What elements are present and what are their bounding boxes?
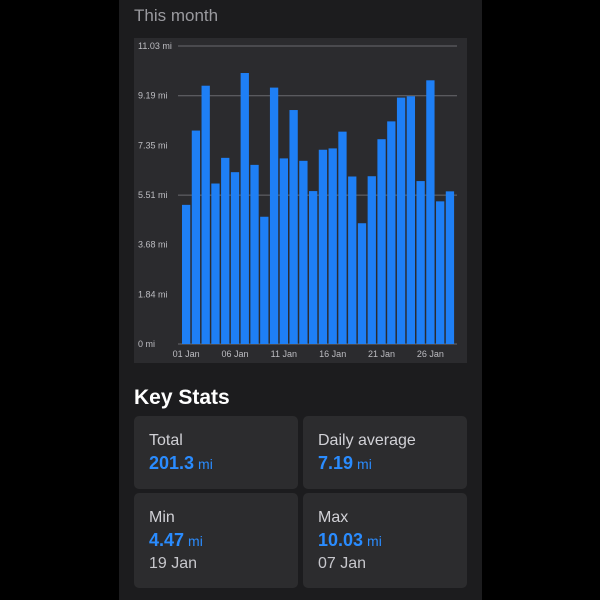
bar-14: [309, 191, 318, 344]
max-card: Max 10.03 mi 07 Jan: [303, 493, 467, 588]
y-tick-label: 11.03 mi: [138, 41, 172, 51]
daily-average-unit: mi: [357, 456, 372, 472]
bar-25: [416, 181, 425, 344]
bar-28: [445, 191, 455, 344]
y-tick-label: 3.68 mi: [138, 240, 168, 250]
y-tick-label: 5.51 mi: [138, 190, 168, 200]
min-date: 19 Jan: [149, 555, 198, 572]
bar-3: [201, 85, 210, 344]
y-tick-label: 1.84 mi: [138, 289, 168, 299]
section-title: This month: [134, 6, 219, 25]
min-unit: mi: [188, 533, 203, 549]
max-value: 10.03 mi: [318, 530, 382, 551]
bar-5: [221, 157, 230, 344]
bar-26: [426, 80, 435, 344]
bar-19: [357, 223, 367, 344]
x-tick-label: 21 Jan: [368, 349, 395, 359]
daily-average-label: Daily average: [318, 432, 416, 449]
x-tick-label: 01 Jan: [173, 349, 200, 359]
total-number: 201.3: [149, 453, 195, 473]
key-stats-title: Key Stats: [134, 386, 230, 409]
bar-11: [279, 158, 288, 344]
total-value: 201.3 mi: [149, 453, 213, 474]
max-number: 10.03: [318, 530, 364, 550]
y-tick-label: 0 mi: [138, 339, 155, 349]
total-card: Total 201.3 mi: [134, 416, 298, 489]
bar-10: [269, 87, 279, 344]
monthly-distance-chart: 0 mi 1.84 mi 3.68 mi 5.51 mi 7.35 mi 9.19 mi 1…: [134, 38, 467, 363]
y-tick-label: 7.35 mi: [138, 140, 168, 150]
max-date: 07 Jan: [318, 555, 367, 572]
bar-20: [367, 176, 376, 344]
bar-16: [328, 148, 337, 344]
daily-average-value: 7.19 mi: [318, 453, 372, 474]
bar-4: [211, 183, 220, 344]
x-tick-label: 06 Jan: [221, 349, 248, 359]
bar-12: [289, 110, 298, 344]
daily-average-number: 7.19: [318, 453, 354, 473]
x-tick-label: 26 Jan: [417, 349, 444, 359]
bar-27: [436, 201, 445, 344]
y-tick-label: 9.19 mi: [138, 91, 168, 101]
min-number: 4.47: [149, 530, 185, 550]
bar-23: [396, 97, 406, 344]
bar-22: [387, 121, 396, 345]
bar-24: [406, 96, 416, 344]
min-value: 4.47 mi: [149, 530, 203, 551]
min-card: Min 4.47 mi 19 Jan: [134, 493, 298, 588]
bar-21: [377, 139, 386, 344]
bar-17: [338, 131, 347, 344]
total-unit: mi: [198, 456, 213, 472]
max-label: Max: [318, 509, 349, 526]
bar-8: [250, 164, 259, 344]
bar-9: [260, 216, 269, 344]
total-label: Total: [149, 432, 183, 449]
bar-7: [240, 73, 249, 345]
max-unit: mi: [367, 533, 382, 549]
bar-chart-svg: 0 mi 1.84 mi 3.68 mi 5.51 mi 7.35 mi 9.19 mi 1…: [138, 41, 457, 359]
bar-6: [230, 172, 240, 344]
bar-15: [318, 149, 328, 344]
daily-average-card: Daily average 7.19 mi: [303, 416, 467, 489]
min-label: Min: [149, 509, 175, 526]
x-tick-label: 11 Jan: [271, 349, 297, 359]
bar-13: [299, 160, 308, 344]
bar-18: [348, 176, 357, 344]
x-tick-label: 16 Jan: [319, 349, 346, 359]
bar-1: [182, 204, 191, 344]
bar-2: [191, 130, 201, 344]
